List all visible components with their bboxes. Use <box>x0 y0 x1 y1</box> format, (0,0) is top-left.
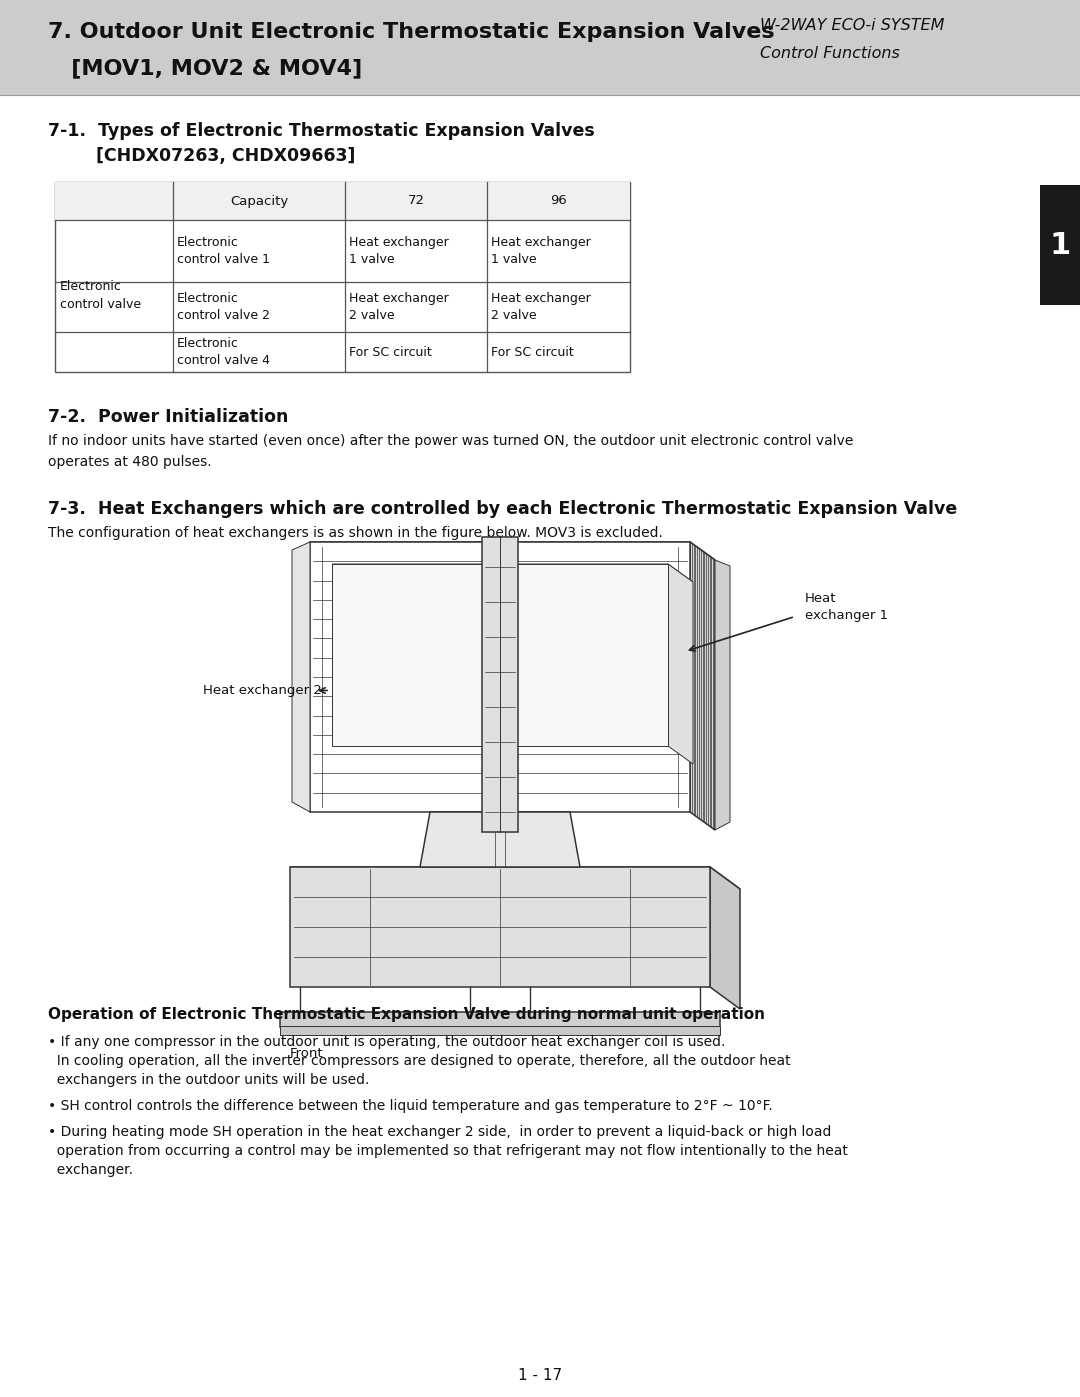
Polygon shape <box>420 812 580 868</box>
Text: Capacity: Capacity <box>230 194 288 208</box>
Text: For SC circuit: For SC circuit <box>491 345 573 359</box>
Text: Heat exchanger
2 valve: Heat exchanger 2 valve <box>349 292 449 321</box>
Bar <box>55 182 630 372</box>
Text: If no indoor units have started (even once) after the power was turned ON, the o: If no indoor units have started (even on… <box>48 434 853 468</box>
Polygon shape <box>310 542 690 812</box>
Bar <box>1040 184 1080 305</box>
Text: • If any one compressor in the outdoor unit is operating, the outdoor heat excha: • If any one compressor in the outdoor u… <box>48 1035 726 1049</box>
Text: [CHDX07263, CHDX09663]: [CHDX07263, CHDX09663] <box>48 147 355 165</box>
Polygon shape <box>292 542 310 812</box>
Text: Electronic
control valve 1: Electronic control valve 1 <box>177 236 270 265</box>
Text: Heat exchanger
1 valve: Heat exchanger 1 valve <box>349 236 449 265</box>
Bar <box>0 0 1080 95</box>
Text: operation from occurring a control may be implemented so that refrigerant may no: operation from occurring a control may b… <box>48 1144 848 1158</box>
Polygon shape <box>715 560 730 830</box>
Text: 1 - 17: 1 - 17 <box>518 1368 562 1383</box>
Text: 7-3.  Heat Exchangers which are controlled by each Electronic Thermostatic Expan: 7-3. Heat Exchangers which are controlle… <box>48 500 957 518</box>
Text: 7-2.  Power Initialization: 7-2. Power Initialization <box>48 408 288 426</box>
Polygon shape <box>310 542 715 560</box>
Text: Operation of Electronic Thermostatic Expansion Valve during normal unit operatio: Operation of Electronic Thermostatic Exp… <box>48 1007 765 1023</box>
Text: exchanger.: exchanger. <box>48 1162 133 1178</box>
Polygon shape <box>291 868 710 988</box>
Text: 1: 1 <box>1050 231 1070 260</box>
Text: 72: 72 <box>407 194 424 208</box>
Polygon shape <box>669 564 693 764</box>
Text: Electronic
control valve: Electronic control valve <box>60 281 141 312</box>
Text: • During heating mode SH operation in the heat exchanger 2 side,  in order to pr: • During heating mode SH operation in th… <box>48 1125 832 1139</box>
Text: Front: Front <box>291 1046 324 1060</box>
Polygon shape <box>291 868 740 888</box>
Bar <box>55 182 630 219</box>
Text: Heat exchanger
2 valve: Heat exchanger 2 valve <box>491 292 591 321</box>
Text: • SH control controls the difference between the liquid temperature and gas temp: • SH control controls the difference bet… <box>48 1099 773 1113</box>
Text: The configuration of heat exchangers is as shown in the figure below. MOV3 is ex: The configuration of heat exchangers is … <box>48 527 663 541</box>
Text: For SC circuit: For SC circuit <box>349 345 432 359</box>
Bar <box>280 1011 720 1027</box>
Bar <box>482 536 518 833</box>
Polygon shape <box>332 564 669 746</box>
Text: Heat exchanger 2: Heat exchanger 2 <box>203 685 322 697</box>
Text: exchangers in the outdoor units will be used.: exchangers in the outdoor units will be … <box>48 1073 369 1087</box>
Text: Control Functions: Control Functions <box>760 46 900 61</box>
Text: 7-1.  Types of Electronic Thermostatic Expansion Valves: 7-1. Types of Electronic Thermostatic Ex… <box>48 122 595 140</box>
Text: 7. Outdoor Unit Electronic Thermostatic Expansion Valves: 7. Outdoor Unit Electronic Thermostatic … <box>48 22 774 42</box>
Text: Electronic
control valve 2: Electronic control valve 2 <box>177 292 270 321</box>
Text: In cooling operation, all the inverter compressors are designed to operate, ther: In cooling operation, all the inverter c… <box>48 1053 791 1067</box>
Text: Heat exchanger
1 valve: Heat exchanger 1 valve <box>491 236 591 265</box>
Bar <box>280 1025 720 1035</box>
Text: 96: 96 <box>550 194 567 208</box>
Polygon shape <box>710 868 740 1009</box>
Text: W-2WAY ECO-i SYSTEM: W-2WAY ECO-i SYSTEM <box>760 18 944 34</box>
Text: [MOV1, MOV2 & MOV4]: [MOV1, MOV2 & MOV4] <box>48 59 362 78</box>
Text: Electronic
control valve 4: Electronic control valve 4 <box>177 337 270 367</box>
Polygon shape <box>690 542 715 830</box>
Text: Heat
exchanger 1: Heat exchanger 1 <box>805 591 888 622</box>
Polygon shape <box>332 564 693 583</box>
